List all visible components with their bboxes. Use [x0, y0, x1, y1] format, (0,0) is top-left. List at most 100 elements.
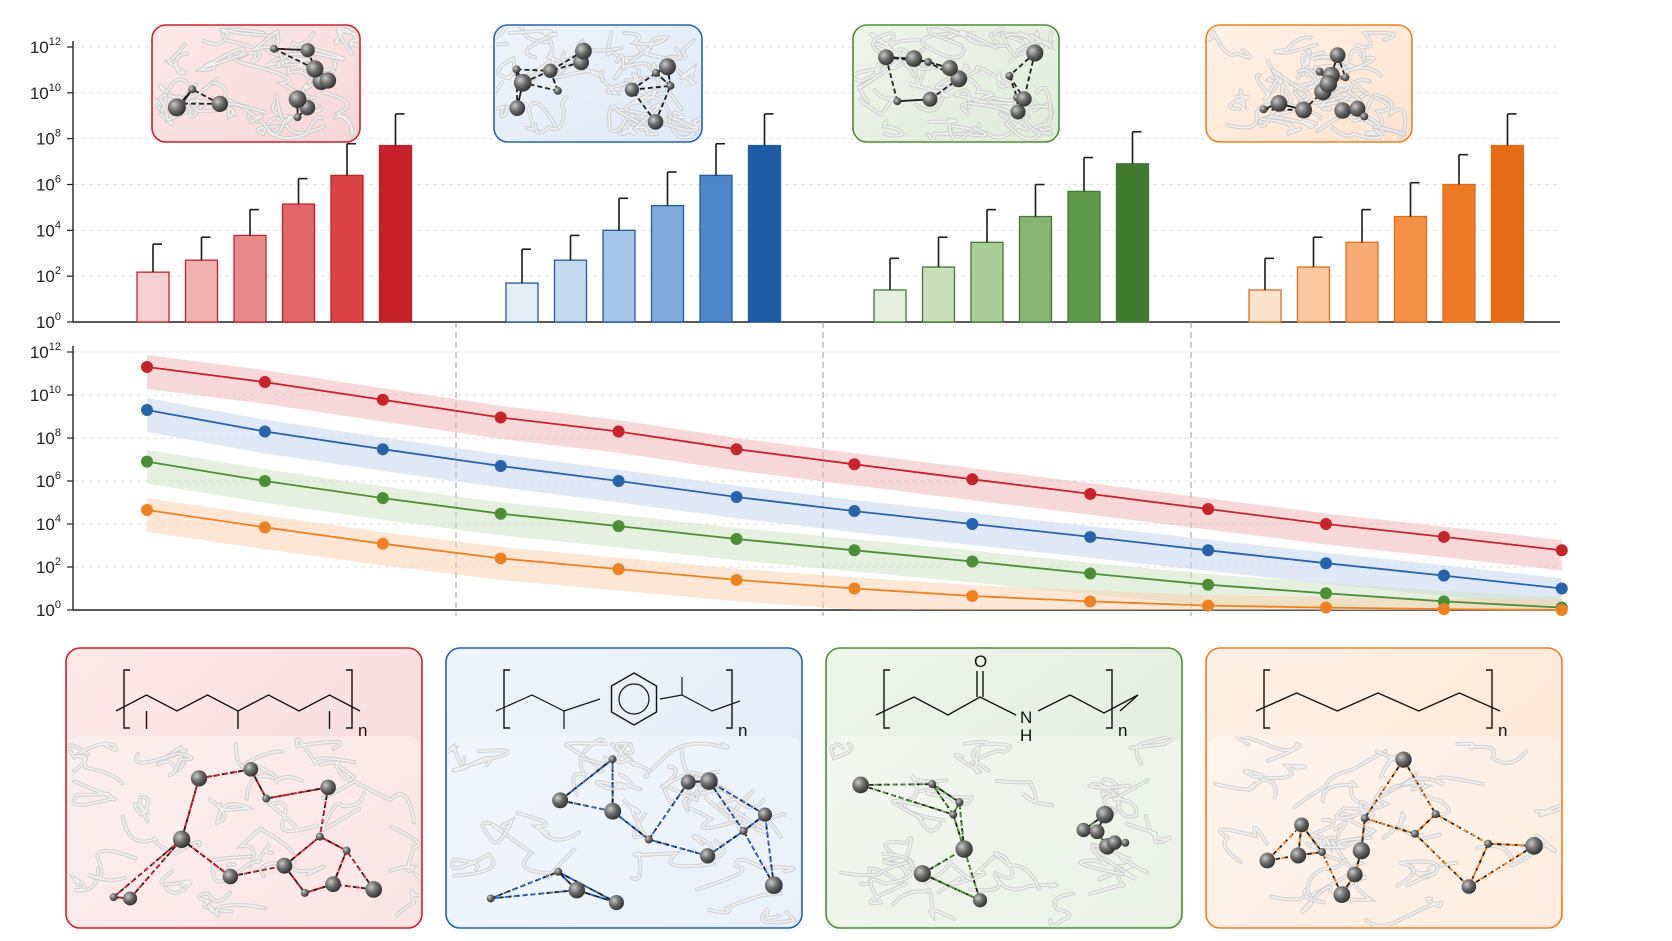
crosslink-node: [928, 780, 937, 789]
crosslink-bond-colored: [332, 850, 348, 885]
polymer-strand-highlight: [72, 780, 116, 806]
data-point-blue: [1555, 582, 1568, 595]
polymer-strand-highlight: [133, 796, 150, 823]
polymer-strand-highlight: [508, 30, 558, 58]
crosslink-bond: [1414, 813, 1437, 835]
line-axis-tick-label: 108: [36, 427, 61, 448]
line-axis-tick-label: 1010: [30, 384, 61, 405]
polymer-strand-highlight: [203, 29, 279, 45]
bar-green-3: [970, 241, 1004, 323]
crosslink-node: [608, 895, 624, 911]
polymer-strand-highlight: [234, 743, 303, 785]
data-point-orange: [1202, 599, 1215, 612]
nitrogen-atom-label: N: [1020, 708, 1032, 727]
data-point-red: [848, 458, 861, 471]
bar-green-4: [1018, 215, 1053, 323]
polymer-strand-highlight: [572, 756, 609, 796]
oxygen-atom-label: O: [974, 652, 987, 671]
data-point-green: [966, 555, 979, 568]
chemical-structure-polyethylene: n: [1255, 669, 1507, 740]
data-point-red: [966, 473, 979, 486]
polymer-strand-highlight: [671, 62, 696, 85]
crosslink-bond-colored: [648, 781, 689, 840]
crosslink-node: [554, 867, 563, 876]
polymer-strand-highlight: [71, 867, 99, 892]
polymer-strand-highlight: [869, 858, 914, 904]
crosslink-node: [1290, 847, 1307, 864]
data-point-orange: [1320, 601, 1332, 614]
crosslink-node: [315, 832, 324, 841]
polymer-strand-highlight: [661, 784, 699, 806]
data-point-blue: [258, 425, 271, 438]
polymer-strand-highlight: [1208, 31, 1251, 59]
polymer-strand-highlight: [915, 64, 970, 112]
network-render: [448, 736, 800, 926]
repeat-bracket-left: [123, 669, 130, 729]
crosslink-bond-colored: [490, 889, 577, 900]
crosslink-node: [1318, 848, 1327, 857]
polymer-strand-highlight: [1476, 834, 1556, 867]
polymer-strand-highlight: [1317, 84, 1352, 111]
crosslink-bond-colored: [319, 835, 347, 852]
data-point-blue: [966, 518, 979, 530]
crosslink-node: [293, 113, 302, 122]
crosslink-bond-colored: [1435, 813, 1489, 845]
bar-orange-1: [1248, 289, 1282, 323]
chemical-structure-polypropylene: n: [115, 669, 367, 740]
repeat-bracket-right: [1486, 669, 1493, 729]
polymer-strand-highlight: [319, 761, 355, 781]
polymer-strand-highlight: [334, 27, 353, 55]
crosslink-bond: [273, 47, 308, 52]
polymer-strand-highlight: [954, 746, 990, 773]
crosslink-bond-colored: [559, 758, 614, 802]
polymer-strand-highlight: [1331, 821, 1347, 861]
polymer-strand-highlight: [1407, 861, 1458, 878]
crosslink-bond: [952, 814, 965, 850]
polymer-strand-highlight: [230, 843, 273, 882]
crosslink-node: [651, 68, 660, 77]
crosslink-node: [700, 772, 718, 790]
crosslink-node: [188, 85, 197, 94]
network-backdrop: [828, 736, 1180, 926]
repeat-unit-subscript: n: [1118, 721, 1127, 740]
polymer-strand-highlight: [1353, 31, 1395, 61]
polymer-strand-highlight: [1270, 886, 1332, 914]
crosslink-node: [1259, 105, 1268, 114]
polymer-strand-highlight: [994, 852, 1040, 890]
crosslink-bond: [129, 838, 183, 900]
data-point-blue: [1320, 557, 1332, 570]
crosslink-bond: [654, 85, 672, 123]
crosslink-node: [243, 762, 259, 777]
polymer-strand-highlight: [160, 870, 193, 894]
polymer-strand-highlight: [595, 773, 641, 790]
data-point-blue: [1084, 530, 1097, 543]
crosslink-bond-colored: [266, 786, 329, 800]
polymer-strand-highlight: [953, 89, 988, 114]
crosslink-node: [1026, 44, 1044, 62]
crosslink-bond-colored: [1266, 824, 1303, 862]
crosslink-node: [300, 43, 315, 58]
crosslink-node: [320, 779, 336, 796]
network-render: [855, 27, 1057, 140]
crosslink-node: [949, 810, 958, 819]
crosslink-bond: [1414, 833, 1470, 888]
polymer-strand-highlight: [963, 740, 1011, 765]
polymer-strand-highlight: [1079, 844, 1124, 876]
polymer-strand-highlight: [1236, 736, 1301, 762]
data-point-orange: [1555, 604, 1568, 616]
backbone-chain-right: [659, 694, 741, 712]
bar-orange-4: [1393, 215, 1428, 323]
crosslink-node: [342, 846, 351, 855]
crosslink-node: [666, 81, 675, 90]
polymer-strand-highlight: [1535, 804, 1560, 816]
crosslink-bond-colored: [931, 783, 954, 816]
polymer-strand-highlight: [197, 48, 248, 71]
polymer-strand-highlight: [295, 738, 356, 766]
crosslink-node: [365, 881, 383, 898]
aromatic-circle: [618, 683, 650, 715]
crosslink-node: [1341, 73, 1350, 82]
bar-blue-6: [747, 144, 782, 323]
polymer-strand-highlight: [840, 853, 914, 876]
crosslink-node: [167, 98, 186, 117]
crosslink-bond-colored: [952, 814, 965, 850]
